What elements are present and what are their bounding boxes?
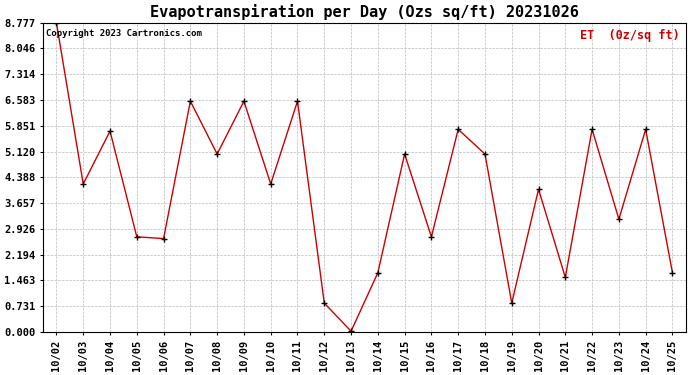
- Text: Copyright 2023 Cartronics.com: Copyright 2023 Cartronics.com: [46, 29, 202, 38]
- Title: Evapotranspiration per Day (Ozs sq/ft) 20231026: Evapotranspiration per Day (Ozs sq/ft) 2…: [150, 4, 579, 20]
- Text: ET  (0z/sq ft): ET (0z/sq ft): [580, 29, 680, 42]
